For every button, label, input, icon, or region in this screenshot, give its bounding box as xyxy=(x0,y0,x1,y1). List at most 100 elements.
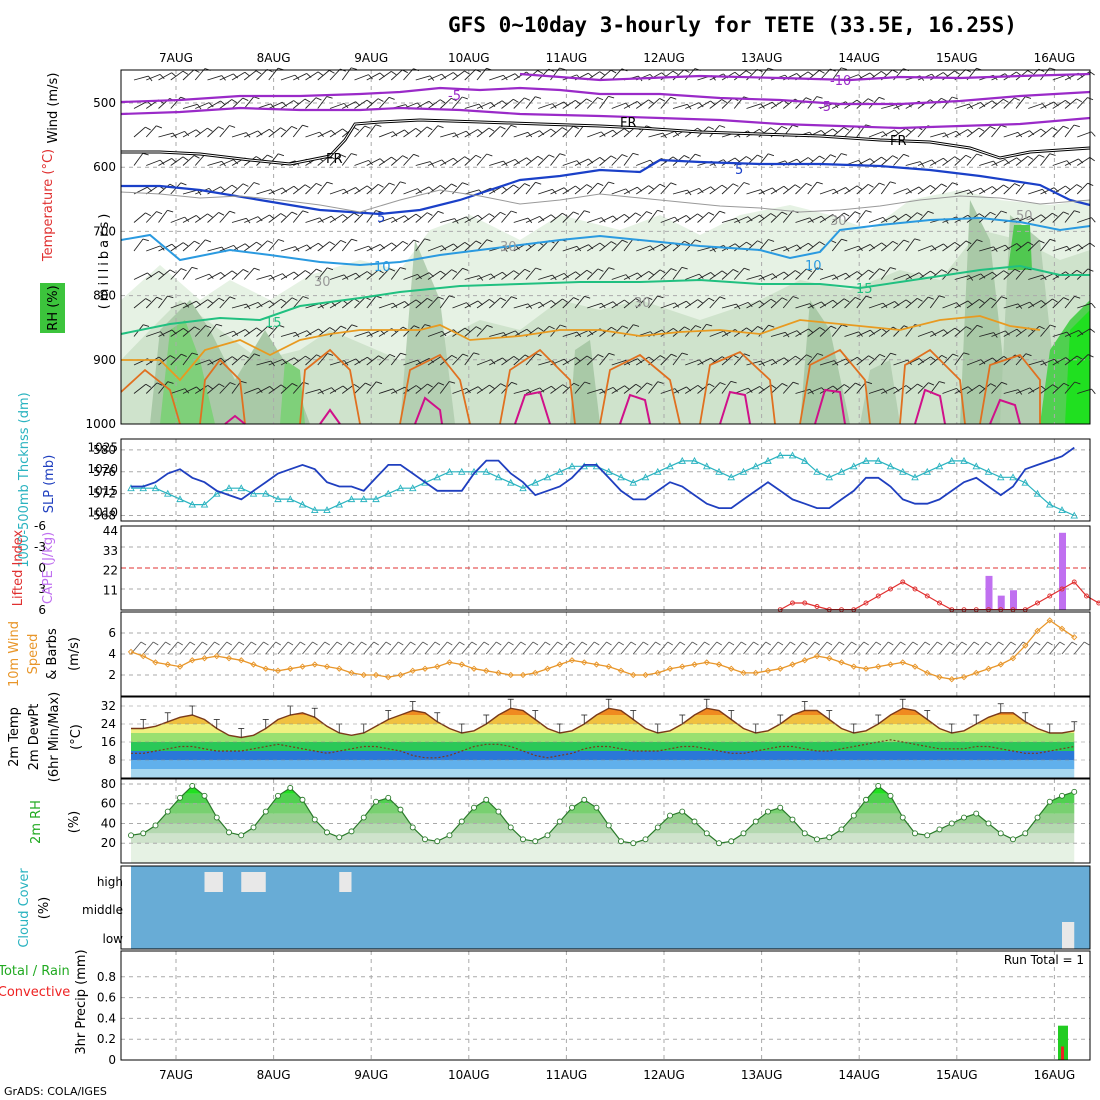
wind-barb-flag xyxy=(278,324,285,328)
wind-barb-flag xyxy=(340,325,347,330)
wind-barb-flag xyxy=(329,69,335,74)
wind-barb-flag xyxy=(156,211,163,215)
wind-barb xyxy=(709,270,723,280)
wind-barb xyxy=(1003,389,1019,394)
wind-barb-flag xyxy=(415,299,422,304)
thickness-marker xyxy=(372,495,380,503)
thickness-marker xyxy=(947,456,956,464)
wind-barb-flag xyxy=(453,157,459,163)
wind-barb xyxy=(758,101,773,109)
wind-barb-flag xyxy=(586,269,593,274)
wind-barb-flag xyxy=(706,323,713,327)
ylabel-temperature: Temperature (°C) xyxy=(41,149,56,262)
wind-barb-flag xyxy=(954,156,960,161)
rh-marker xyxy=(899,814,906,821)
wind-barb-flag xyxy=(391,156,397,161)
wind-barb-flag xyxy=(278,153,285,157)
wind-barb-flag xyxy=(552,103,557,109)
wind-barb-flag xyxy=(892,240,899,245)
wind-marker xyxy=(826,655,833,662)
wind-barb xyxy=(1052,125,1064,138)
run-total: Run Total = 1 xyxy=(1004,953,1084,967)
wind-barb xyxy=(697,246,713,252)
wind-barb xyxy=(954,103,970,109)
wind-barb xyxy=(562,331,578,337)
wind-barb-flag xyxy=(1049,153,1056,156)
surface-barb-flag xyxy=(398,641,404,646)
wind-barb-flag xyxy=(710,100,716,106)
wind-barb xyxy=(195,359,210,366)
wind-barb xyxy=(562,357,576,366)
wind-barb-flag xyxy=(698,273,704,279)
wind-barb-flag xyxy=(1065,99,1071,105)
wind-barb xyxy=(207,100,221,109)
wind-barb xyxy=(697,100,711,109)
wind-barb-flag xyxy=(942,72,949,77)
wind-barb-flag xyxy=(1089,156,1095,162)
surface-barb-flag xyxy=(618,641,624,646)
li-marker xyxy=(888,586,893,592)
wind-barb-flag xyxy=(965,326,972,330)
surface-barb xyxy=(338,641,350,655)
wind-barb xyxy=(305,217,320,223)
wind-barb-flag xyxy=(1014,97,1021,101)
wind-barb xyxy=(966,359,982,366)
wind-barb xyxy=(709,99,723,109)
wind-barb-flag xyxy=(426,126,433,131)
wind-barb-flag xyxy=(817,267,824,271)
thickness-marker xyxy=(862,456,870,464)
wind-barb-flag xyxy=(415,385,422,390)
wind-barb xyxy=(182,300,197,309)
wind-barb xyxy=(819,360,835,366)
wind-barb-flag xyxy=(1076,184,1083,188)
wind-barb-flag xyxy=(830,154,837,158)
wind-barb xyxy=(195,384,209,394)
surface-barb xyxy=(975,641,987,655)
wind-barb xyxy=(390,69,403,81)
wind-barb xyxy=(562,185,576,195)
wind-barb xyxy=(1052,297,1064,309)
wind-barb-flag xyxy=(625,102,631,108)
wind-barb xyxy=(231,71,246,81)
wind-barb xyxy=(795,328,809,337)
surface-barb xyxy=(877,641,889,655)
wind-barb-flag xyxy=(841,153,848,156)
wind-barb xyxy=(905,298,918,309)
wind-barb xyxy=(978,297,991,309)
wind-barb-flag xyxy=(770,213,777,218)
wind-barb-flag xyxy=(881,156,887,161)
wind-barb-flag xyxy=(400,267,407,270)
thickness-marker xyxy=(641,473,650,481)
wind-barb-flag xyxy=(229,210,236,214)
wind-barb xyxy=(930,72,944,81)
wind-barb xyxy=(158,158,172,166)
wind-barb xyxy=(329,188,345,195)
wind-barb xyxy=(856,210,867,223)
wind-barb xyxy=(685,102,700,109)
wind-barb-flag xyxy=(719,210,726,214)
wind-barb-flag xyxy=(1029,387,1035,393)
wind-barb xyxy=(146,356,160,366)
rh-marker xyxy=(238,832,245,839)
thickness-marker xyxy=(739,467,748,475)
wind-barb xyxy=(1040,324,1051,337)
thickness-marker xyxy=(984,467,993,475)
wind-barb xyxy=(562,382,575,394)
wind-barb-flag xyxy=(584,381,591,385)
wind-barb-flag xyxy=(194,326,200,331)
wind-barb xyxy=(538,360,553,366)
thickness-marker xyxy=(825,473,834,481)
top-date-label: 14AUG xyxy=(838,51,880,65)
wind-barb-flag xyxy=(843,212,850,217)
surface-barb-flag xyxy=(1047,641,1053,646)
li-marker xyxy=(1071,579,1077,585)
thickness-marker xyxy=(494,473,503,481)
wind-barb xyxy=(586,182,598,195)
surface-barb xyxy=(755,641,767,655)
wind-barb-flag xyxy=(746,327,752,332)
pressure-tick: 1000 xyxy=(85,417,116,431)
wind-barb-flag xyxy=(559,324,566,328)
wind-tick-labels: 642 xyxy=(108,626,116,682)
wind-barb xyxy=(513,389,529,394)
wind-barb xyxy=(488,126,501,138)
